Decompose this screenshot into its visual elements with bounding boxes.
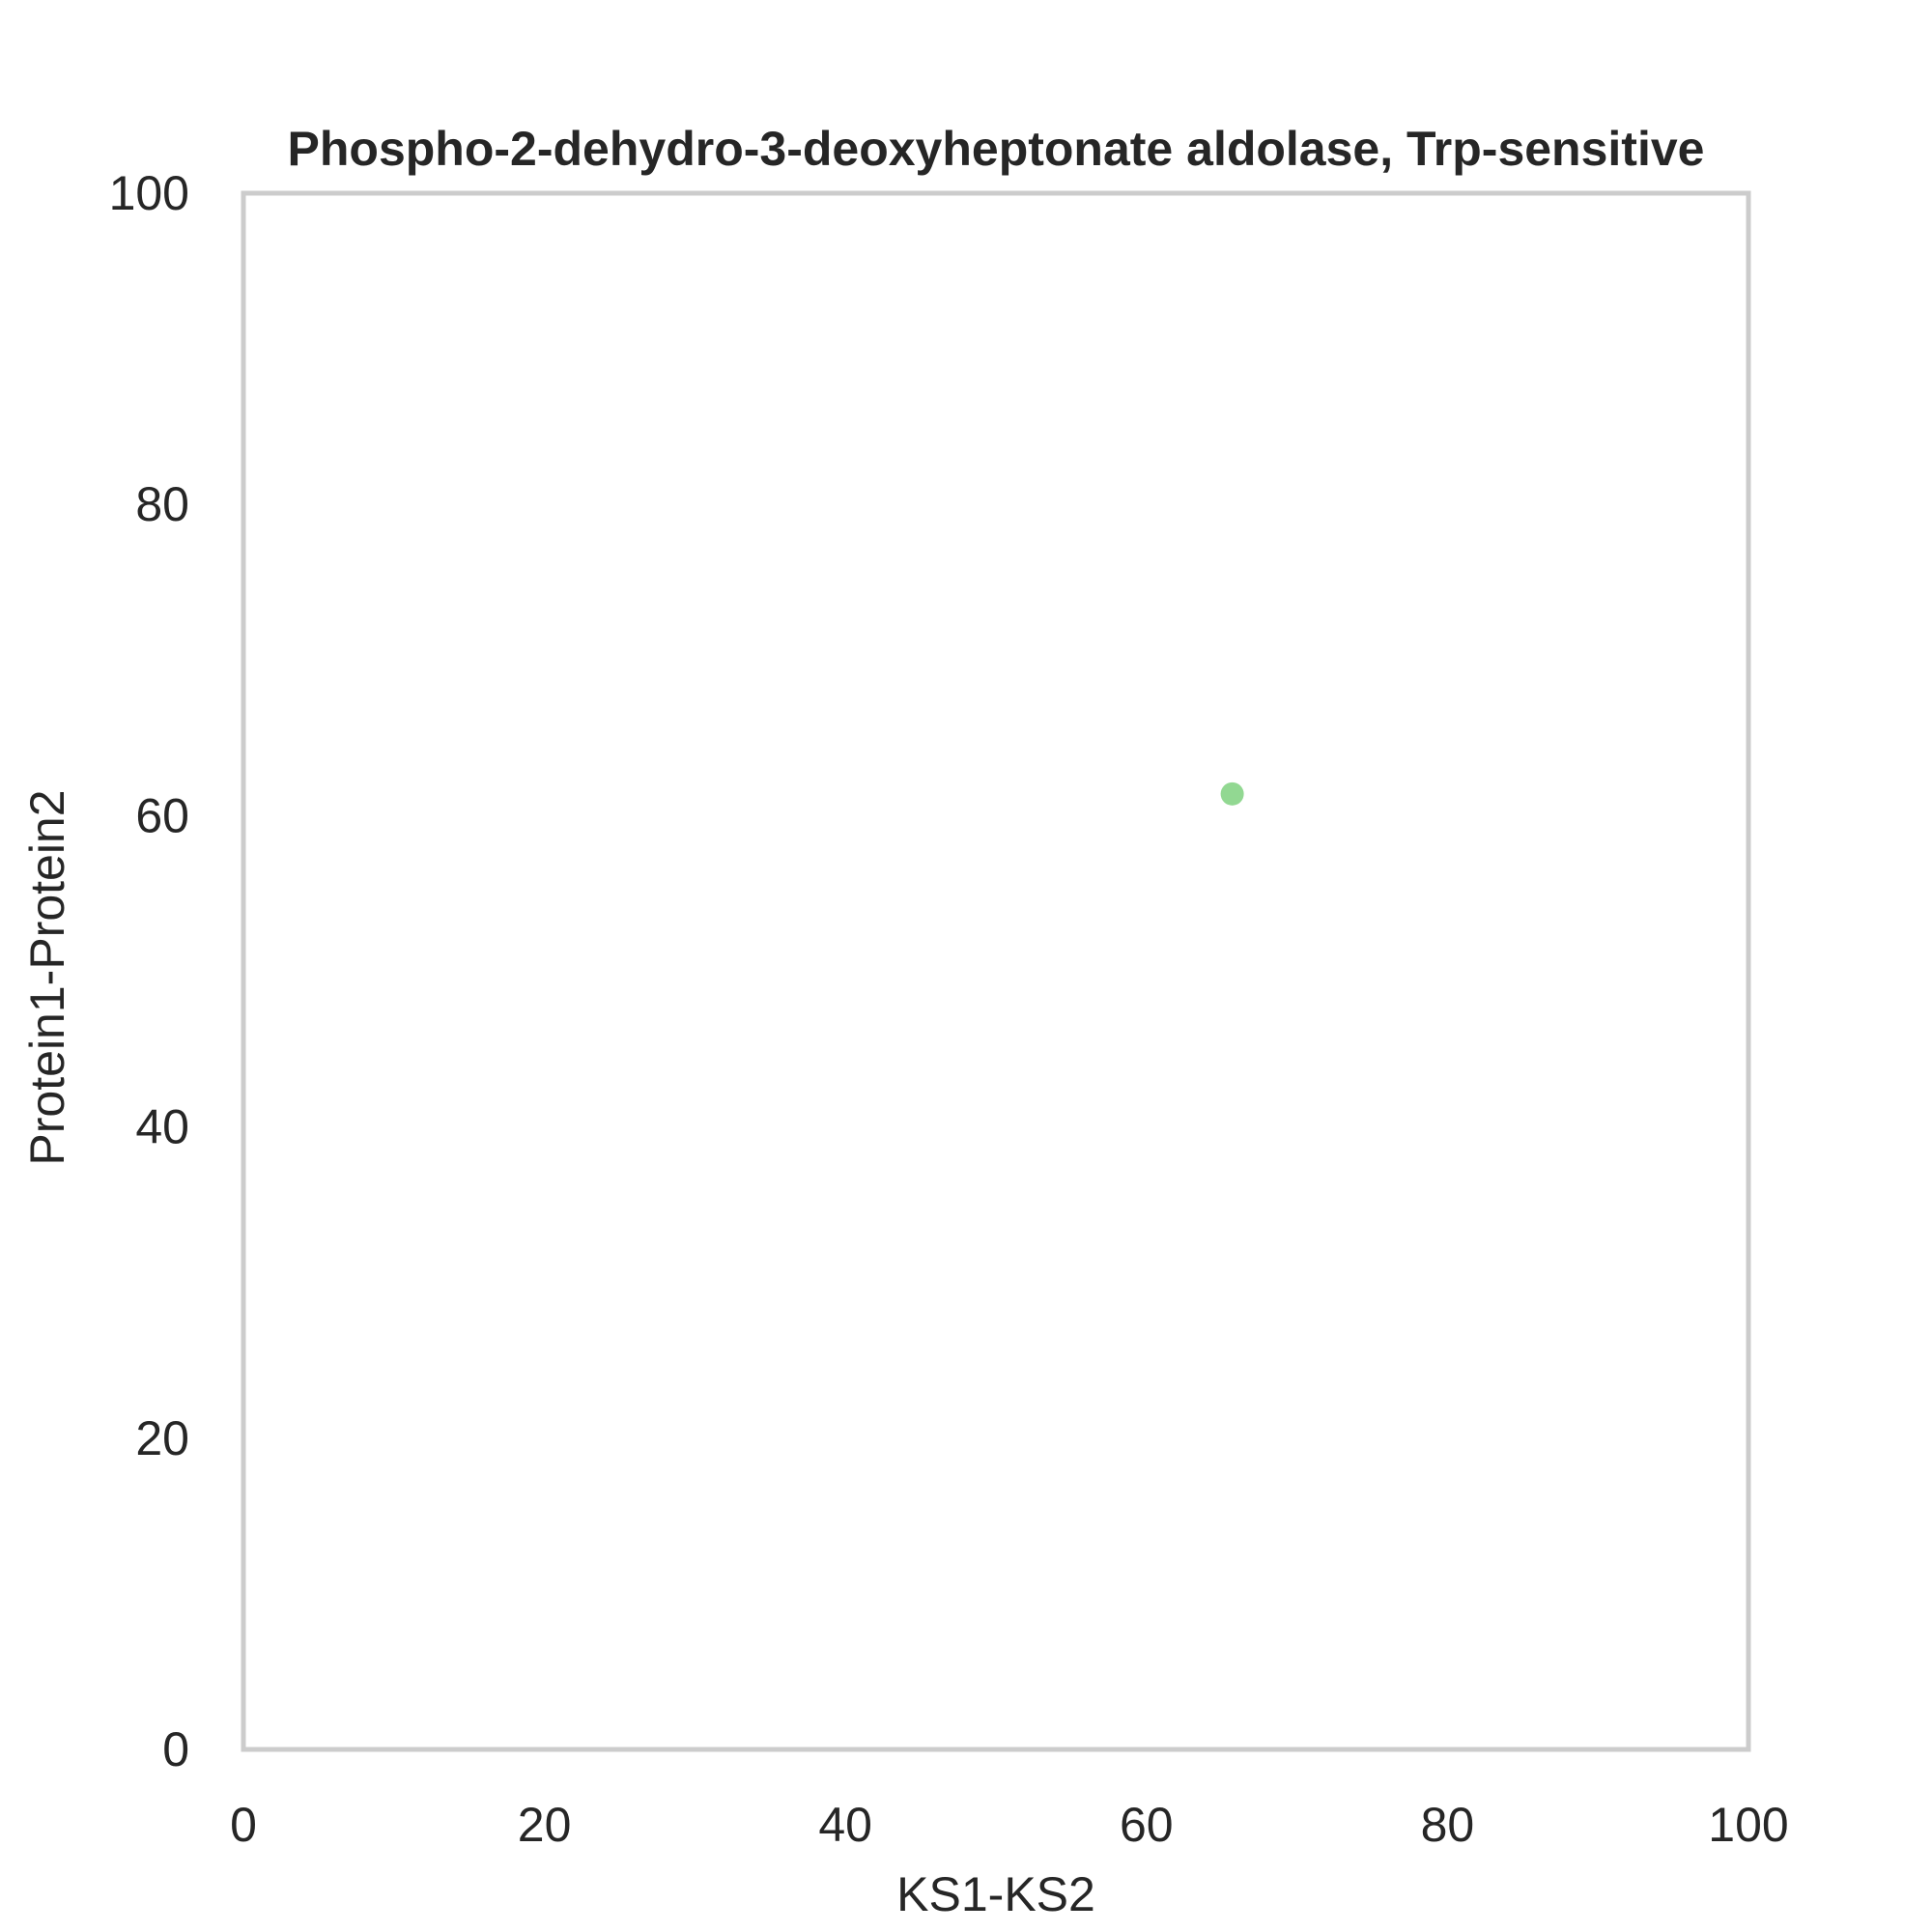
chart-title: Phospho-2-dehydro-3-deoxyheptonate aldol…	[288, 122, 1705, 176]
y-axis-ticks: 0 20 40 60 80 100	[109, 166, 189, 1776]
x-tick-label: 60	[1120, 1798, 1174, 1852]
x-tick-label: 20	[518, 1798, 572, 1852]
scatter-point	[1220, 781, 1244, 806]
x-axis-label: KS1-KS2	[896, 1867, 1095, 1921]
x-tick-label: 0	[230, 1798, 257, 1852]
y-tick-label: 40	[135, 1100, 189, 1154]
x-axis-ticks: 0 20 40 60 80 100	[230, 1798, 1789, 1852]
y-tick-label: 0	[162, 1722, 189, 1776]
y-axis-label: Protein1-Protein2	[20, 789, 74, 1165]
data-points	[1220, 781, 1244, 806]
x-tick-label: 80	[1421, 1798, 1475, 1852]
y-tick-label: 20	[135, 1411, 189, 1465]
x-tick-label: 40	[818, 1798, 872, 1852]
y-tick-label: 60	[135, 788, 189, 842]
x-tick-label: 100	[1708, 1798, 1788, 1852]
plot-area	[241, 190, 1751, 1752]
plot-frame	[241, 190, 1751, 1752]
y-tick-label: 80	[135, 477, 189, 531]
y-tick-label: 100	[109, 166, 189, 220]
